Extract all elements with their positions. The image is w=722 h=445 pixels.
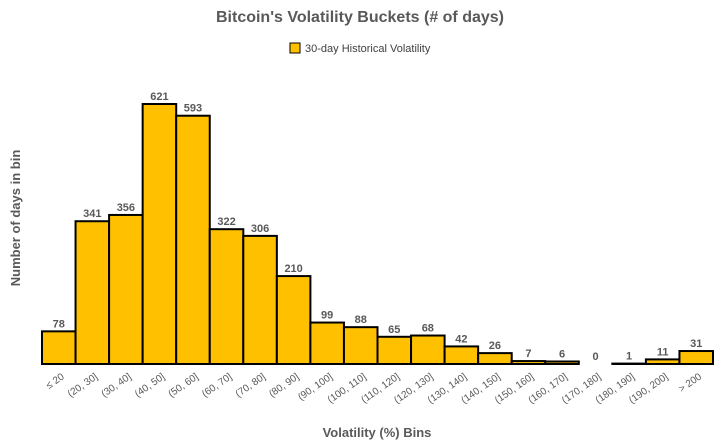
bar-10 (376, 335, 413, 366)
legend-label: 30-day Historical Volatility (305, 43, 431, 55)
data-label-16: 0 (593, 351, 599, 363)
x-tick-label-5: (60, 70] (200, 371, 234, 400)
data-label-19: 31 (690, 338, 702, 350)
y-axis-title: Number of days in bin (8, 150, 23, 287)
bar-15 (544, 360, 580, 365)
bar-14 (510, 360, 547, 366)
bar-6 (242, 234, 278, 365)
data-label-7: 210 (284, 263, 302, 275)
data-label-11: 68 (422, 323, 434, 335)
bars-group (41, 103, 715, 366)
data-label-14: 7 (525, 348, 531, 360)
data-label-1: 341 (83, 208, 101, 220)
data-label-0: 78 (53, 318, 65, 330)
bar-2 (108, 213, 144, 365)
x-tick-label-0: ≤ 20 (44, 371, 67, 391)
bar-9 (342, 326, 379, 366)
data-label-18: 11 (657, 346, 669, 358)
bar-18 (644, 358, 681, 366)
bar-1 (74, 220, 111, 365)
bar-11 (410, 334, 446, 365)
data-label-9: 88 (355, 314, 367, 326)
data-label-3: 621 (150, 91, 168, 103)
x-tick-label-1: (20, 30] (66, 371, 100, 400)
x-tick-label-2: (30, 40] (100, 371, 134, 400)
bar-3 (141, 103, 178, 365)
data-label-5: 322 (217, 216, 235, 228)
data-label-4: 593 (184, 103, 202, 115)
legend-swatch (289, 42, 301, 54)
x-tick-label-6: (70, 80] (234, 371, 268, 400)
bar-8 (309, 321, 345, 365)
x-tick-label-3: (40, 50] (133, 371, 167, 400)
data-label-8: 99 (321, 310, 333, 322)
chart-title: Bitcoin's Volatility Buckets (# of days) (216, 9, 504, 26)
bar-0 (41, 330, 77, 365)
bar-13 (477, 352, 513, 365)
data-label-10: 65 (388, 324, 400, 336)
x-tick-labels-group: ≤ 20 (20, 30] (30, 40] (40, 50] (50, 60] (60,… (44, 371, 704, 406)
data-label-17: 1 (626, 351, 632, 363)
data-label-6: 306 (251, 223, 269, 235)
bar-12 (443, 345, 480, 366)
bar-19 (678, 350, 715, 365)
data-label-15: 6 (559, 348, 565, 360)
data-label-12: 42 (455, 333, 467, 345)
bar-4 (175, 114, 211, 365)
legend: 30-day Historical Volatility (289, 42, 431, 55)
x-tick-label-4: (50, 60] (167, 371, 201, 400)
x-tick-label-19: > 200 (677, 371, 704, 395)
x-axis-title: Volatility (%) Bins (323, 425, 432, 440)
data-label-2: 356 (117, 202, 135, 214)
data-label-13: 26 (489, 340, 501, 352)
bar-5 (208, 228, 245, 365)
bar-7 (275, 275, 312, 365)
